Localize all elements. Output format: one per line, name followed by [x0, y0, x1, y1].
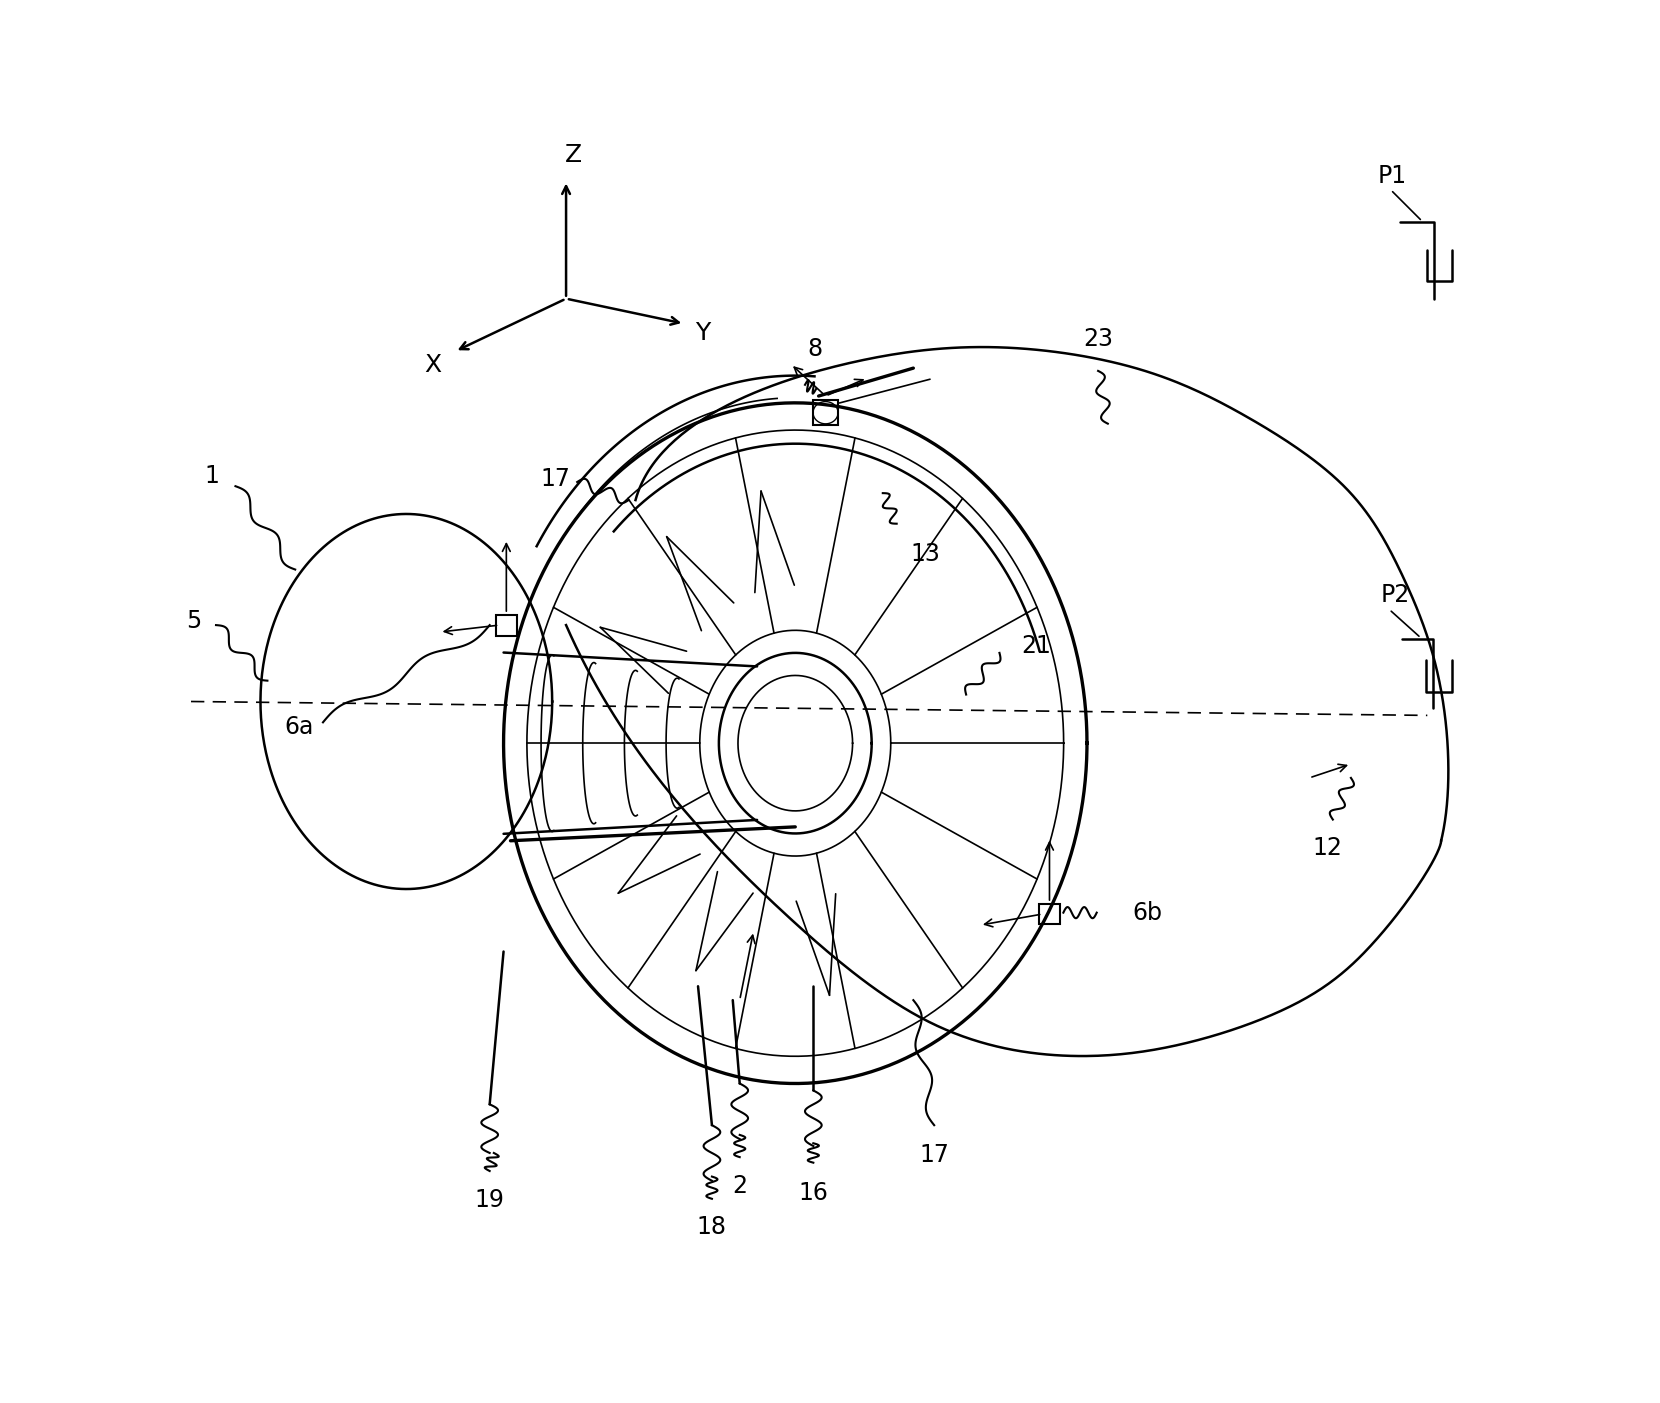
Text: 17: 17: [920, 1143, 950, 1167]
Text: 8: 8: [807, 337, 822, 361]
Text: Z: Z: [564, 143, 581, 167]
Text: 13: 13: [911, 542, 941, 565]
Text: 21: 21: [1021, 634, 1051, 658]
Text: 19: 19: [475, 1188, 505, 1212]
Text: 16: 16: [798, 1181, 828, 1205]
Text: 12: 12: [1313, 836, 1343, 860]
Text: 18: 18: [697, 1215, 727, 1239]
Bar: [496, 615, 516, 636]
Text: 2: 2: [732, 1174, 747, 1198]
Text: 6a: 6a: [284, 714, 314, 738]
Text: P2: P2: [1381, 584, 1409, 607]
Text: 23: 23: [1082, 327, 1114, 351]
Text: X: X: [423, 354, 442, 377]
Text: Y: Y: [696, 321, 710, 345]
Bar: [813, 400, 838, 425]
Text: 6b: 6b: [1132, 901, 1162, 925]
Text: P1: P1: [1378, 164, 1408, 188]
Text: 5: 5: [186, 609, 201, 633]
Text: 17: 17: [540, 467, 569, 491]
Bar: [1039, 904, 1059, 925]
Text: 1: 1: [204, 464, 219, 488]
